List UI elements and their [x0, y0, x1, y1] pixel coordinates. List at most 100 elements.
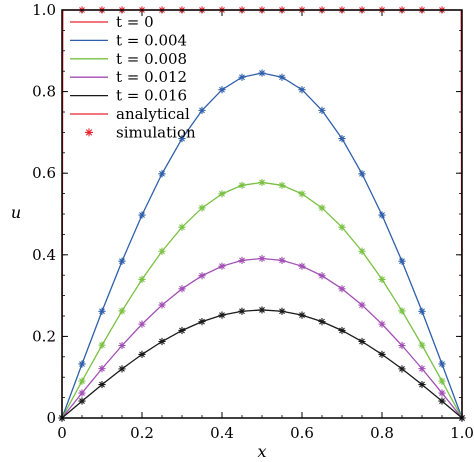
legend-item: t = 0.004 — [70, 31, 187, 49]
series-2-marker — [378, 275, 386, 284]
series-4-marker — [338, 326, 346, 335]
series-4-marker — [118, 365, 126, 373]
series-legend-marker — [85, 128, 93, 137]
legend-item: t = 0.016 — [70, 87, 187, 105]
series-2-marker — [278, 181, 286, 189]
series-4 — [58, 306, 466, 422]
legend-label: t = 0.004 — [116, 31, 187, 49]
series-2-marker — [98, 341, 106, 349]
series-2-marker — [318, 204, 326, 212]
series-1-marker — [138, 211, 146, 219]
series-3-marker — [138, 320, 146, 328]
series-2 — [58, 178, 466, 422]
series-3-marker — [238, 256, 246, 264]
series-1-marker — [278, 73, 286, 81]
legend-item: t = 0 — [70, 13, 154, 31]
series-1-marker — [198, 106, 206, 114]
series-4-marker — [158, 337, 166, 346]
series-2-marker — [78, 377, 86, 385]
series-1-marker — [78, 360, 86, 368]
series-2-marker — [338, 223, 346, 231]
series-1-marker — [438, 360, 446, 368]
y-tick-label: 0.4 — [32, 246, 56, 264]
series-2-marker — [418, 341, 426, 349]
series-3-marker — [418, 365, 426, 373]
x-tick-label: 0 — [57, 424, 67, 442]
series-2-line — [61, 181, 463, 419]
series-1-marker — [398, 257, 406, 265]
series-3-marker — [98, 365, 106, 373]
series-2-marker — [438, 377, 446, 385]
series-4-marker — [438, 397, 446, 405]
y-tick-label: 0.8 — [32, 83, 56, 101]
series-1-marker — [98, 307, 106, 315]
legend-item: t = 0.012 — [70, 68, 187, 86]
series-2-marker — [358, 247, 366, 255]
series-3-marker — [438, 389, 446, 397]
series-3-marker — [78, 389, 86, 397]
series-3-marker — [258, 254, 266, 263]
y-tick-label: 1.0 — [32, 1, 56, 19]
series-2-marker — [258, 178, 266, 187]
series-2-marker — [138, 275, 146, 284]
series-3-marker — [178, 285, 186, 293]
series-4-marker — [358, 337, 366, 346]
series-4-marker — [278, 307, 286, 315]
series-4-marker — [98, 380, 106, 389]
series-2-marker — [298, 190, 306, 198]
series-1-marker — [358, 170, 366, 178]
series-3-marker — [218, 262, 226, 270]
y-tick-label: 0 — [46, 409, 56, 427]
series-1-marker — [418, 307, 426, 315]
series-3-marker — [338, 285, 346, 293]
legend-item: t = 0.008 — [70, 50, 187, 68]
legend-label: simulation — [116, 123, 196, 141]
series-3-marker — [298, 262, 306, 270]
series-2-marker — [238, 181, 246, 189]
series-1-marker — [118, 257, 126, 265]
legend-item: simulation — [85, 123, 196, 141]
series-2-marker — [398, 307, 406, 315]
legend-label: t = 0.012 — [116, 68, 187, 86]
series-2-marker — [118, 307, 126, 315]
series-2-marker — [218, 190, 226, 198]
series-2-marker — [158, 247, 166, 255]
series-4-marker — [218, 311, 226, 319]
y-axis-title: u — [11, 203, 21, 222]
series-3-marker — [398, 341, 406, 350]
series-2-marker — [198, 204, 206, 212]
series-4-marker — [378, 350, 386, 358]
legend-label: t = 0.016 — [116, 87, 187, 105]
series-1-marker — [178, 135, 186, 143]
series-4-marker — [258, 306, 266, 314]
series-1-marker — [298, 86, 306, 94]
series-1-marker — [338, 135, 346, 143]
series-3-line — [61, 257, 463, 419]
series-1 — [58, 69, 466, 422]
series-1-marker — [318, 106, 326, 114]
series-3-marker — [318, 272, 326, 280]
series-3 — [58, 254, 466, 422]
series-3-marker — [158, 301, 166, 309]
series-3-marker — [278, 256, 286, 264]
series-1-marker — [218, 86, 226, 94]
series-4-marker — [78, 397, 86, 405]
series-3-marker — [358, 301, 366, 309]
x-tick-label: 0.4 — [210, 424, 234, 442]
y-tick-label: 0.2 — [32, 327, 56, 345]
x-tick-label: 0.2 — [130, 424, 154, 442]
series-4-line — [61, 309, 463, 419]
series-3-marker — [378, 320, 386, 328]
series-4-marker — [418, 380, 426, 389]
legend-label: t = 0.008 — [116, 50, 187, 68]
series-1-marker — [258, 69, 266, 77]
series-4-marker — [178, 326, 186, 335]
x-axis-title: x — [257, 442, 266, 461]
legend-item: analytical — [70, 105, 190, 123]
axes-layer: 0 0.2 0.4 0.6 0.8 1.0 0 0.2 0.4 0.6 0.8 1.0 — [32, 1, 474, 442]
series-4-marker — [238, 307, 246, 315]
series-4-marker — [298, 311, 306, 319]
